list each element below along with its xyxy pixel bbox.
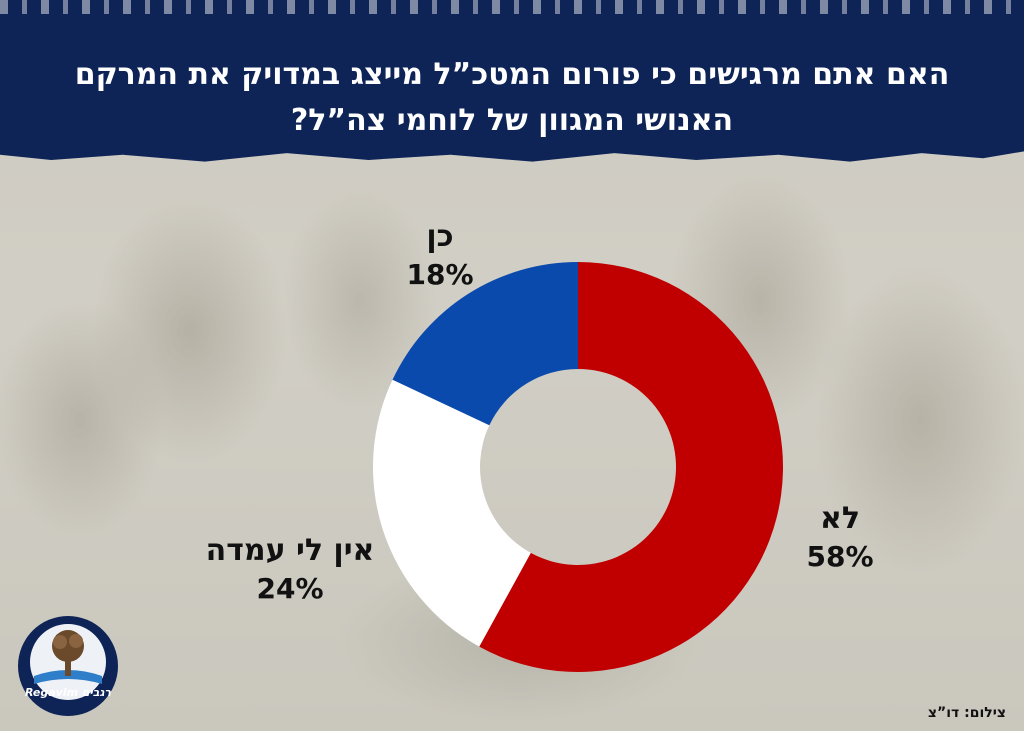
photo-credit: צילום: דו”צ xyxy=(927,705,1006,721)
donut-slice xyxy=(479,262,783,672)
donut-slice xyxy=(392,262,578,426)
slice-name: אין לי עמדה xyxy=(205,533,375,568)
slice-percent: 58% xyxy=(806,540,874,573)
donut-slice xyxy=(373,379,531,647)
regavim-logo xyxy=(18,616,118,716)
slice-label-no: לא 58% xyxy=(770,500,910,576)
chart-title: האם אתם מרגישים כי פורום המטכ”ל מייצג במ… xyxy=(74,57,950,138)
logo-tree-leaf xyxy=(53,635,67,649)
logo-text: Regavim רגבים xyxy=(24,686,112,699)
title-banner xyxy=(0,0,1024,162)
logo-water xyxy=(34,670,102,684)
banner-torn-edge xyxy=(0,0,1024,14)
slice-name: כן xyxy=(426,219,454,254)
slice-label-no-opinion: אין לי עמדה 24% xyxy=(185,532,395,608)
logo-tree-leaf xyxy=(69,634,83,648)
slice-percent: 24% xyxy=(256,572,324,605)
slice-label-yes: כן 18% xyxy=(375,218,505,294)
slice-percent: 18% xyxy=(406,258,474,291)
slice-name: לא xyxy=(820,501,860,536)
